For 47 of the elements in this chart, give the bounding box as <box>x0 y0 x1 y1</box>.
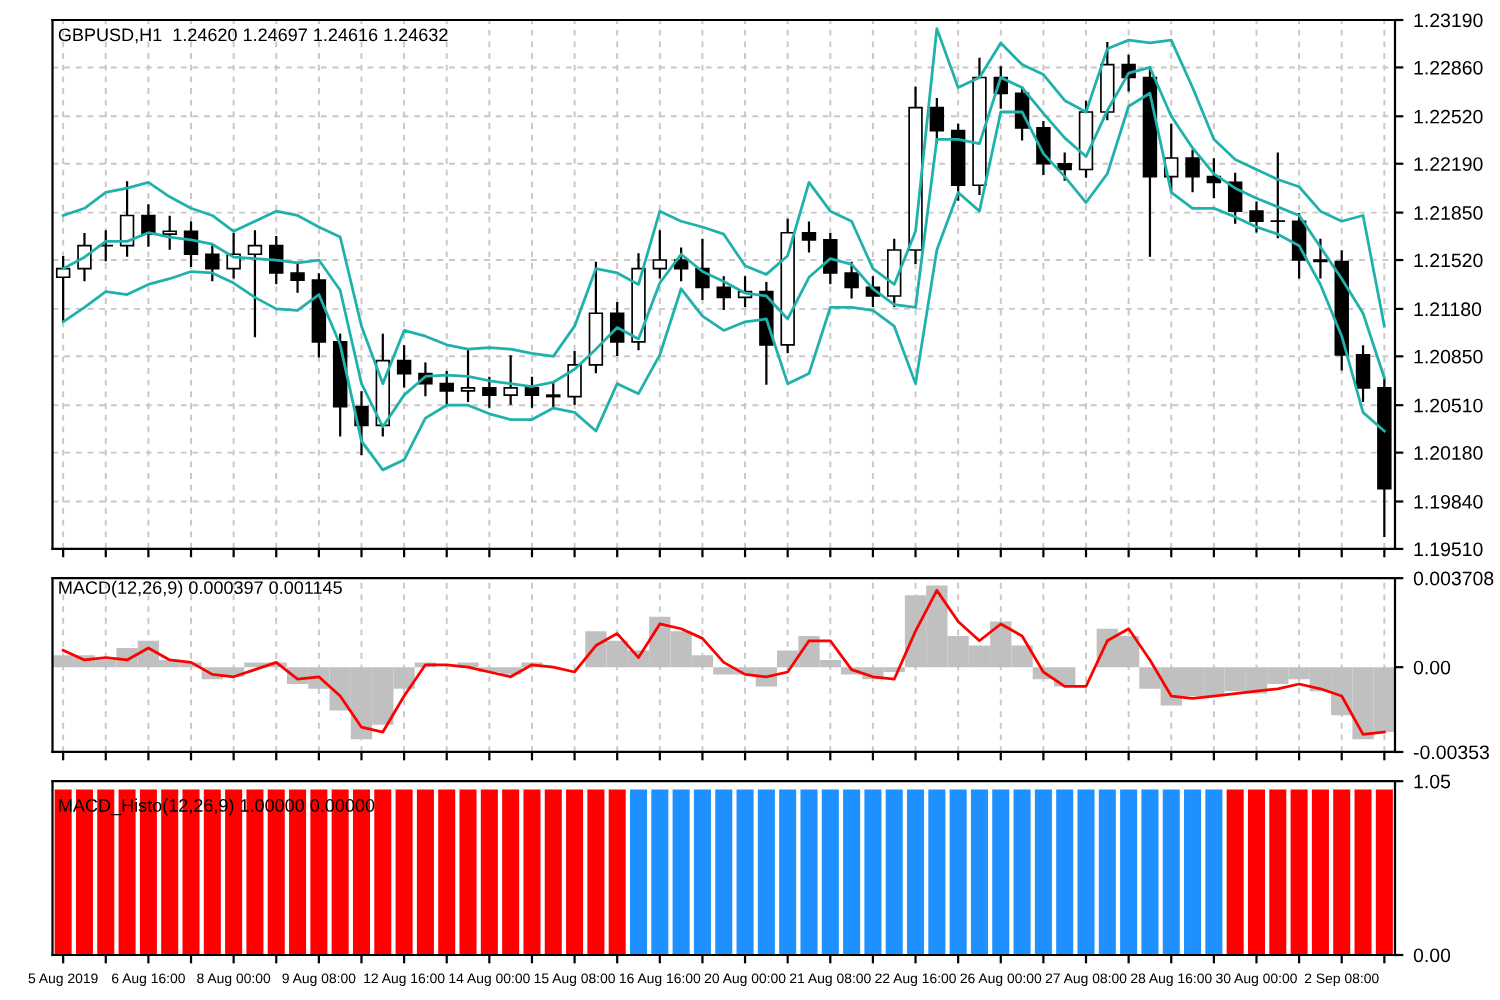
y-tick-label: -0.00353 <box>1413 745 1489 760</box>
y-tick-label: 1.19840 <box>1414 494 1483 509</box>
candlestick <box>1355 345 1371 402</box>
line-series <box>61 27 1386 386</box>
y-tick-label: 1.19510 <box>1414 542 1483 557</box>
y-tick-label: 0.00 <box>1413 948 1451 963</box>
y-tick-label: 1.21520 <box>1414 253 1483 268</box>
y-tick-label: 1.20510 <box>1414 398 1483 413</box>
candlestick <box>247 230 263 338</box>
y-tick-label: 1.21850 <box>1414 206 1483 220</box>
candlestick <box>567 350 582 405</box>
candlestick <box>524 376 540 408</box>
candlestick <box>1313 238 1328 279</box>
candlestick <box>1100 41 1115 121</box>
candlestick <box>1185 149 1200 193</box>
candlestick <box>546 382 561 408</box>
candlestick <box>396 345 412 388</box>
candlestick <box>844 261 859 299</box>
candlestick <box>929 97 945 144</box>
candlestick <box>801 221 817 253</box>
candlestick <box>652 230 668 279</box>
candlestick <box>205 244 220 282</box>
y-tick-label: 0.00 <box>1413 660 1451 675</box>
candlestick <box>162 215 177 250</box>
y-tick-label: 1.22190 <box>1414 157 1483 171</box>
candlestick <box>290 261 305 293</box>
y-tick-label: 1.20850 <box>1414 349 1483 364</box>
line-series <box>61 91 1386 472</box>
candlestick <box>503 355 518 405</box>
y-tick-label: 1.21180 <box>1414 302 1482 317</box>
candlestick <box>439 371 454 405</box>
candlestick <box>141 204 156 247</box>
chart-title: MACD(12,26,9) 0.000397 0.001145 <box>59 580 342 598</box>
candlestick <box>823 233 838 285</box>
y-tick-label: 1.22860 <box>1414 60 1483 75</box>
y-tick-label: 1.20180 <box>1414 446 1483 460</box>
y-tick-label: 1.22520 <box>1414 109 1483 124</box>
candlestick <box>1270 152 1286 239</box>
candlestick <box>460 348 476 402</box>
candlestick <box>482 376 497 408</box>
y-tick-label: 1.05 <box>1414 774 1451 789</box>
chart-title: GBPUSD,H1 1.24620 1.24697 1.24616 1.24632 <box>58 28 448 44</box>
y-tick-label: 0.003708 <box>1413 571 1494 586</box>
candlestick <box>716 276 731 311</box>
candlestick <box>1249 201 1264 233</box>
candlestick <box>1057 152 1072 181</box>
y-tick-label: 1.23190 <box>1414 13 1483 28</box>
